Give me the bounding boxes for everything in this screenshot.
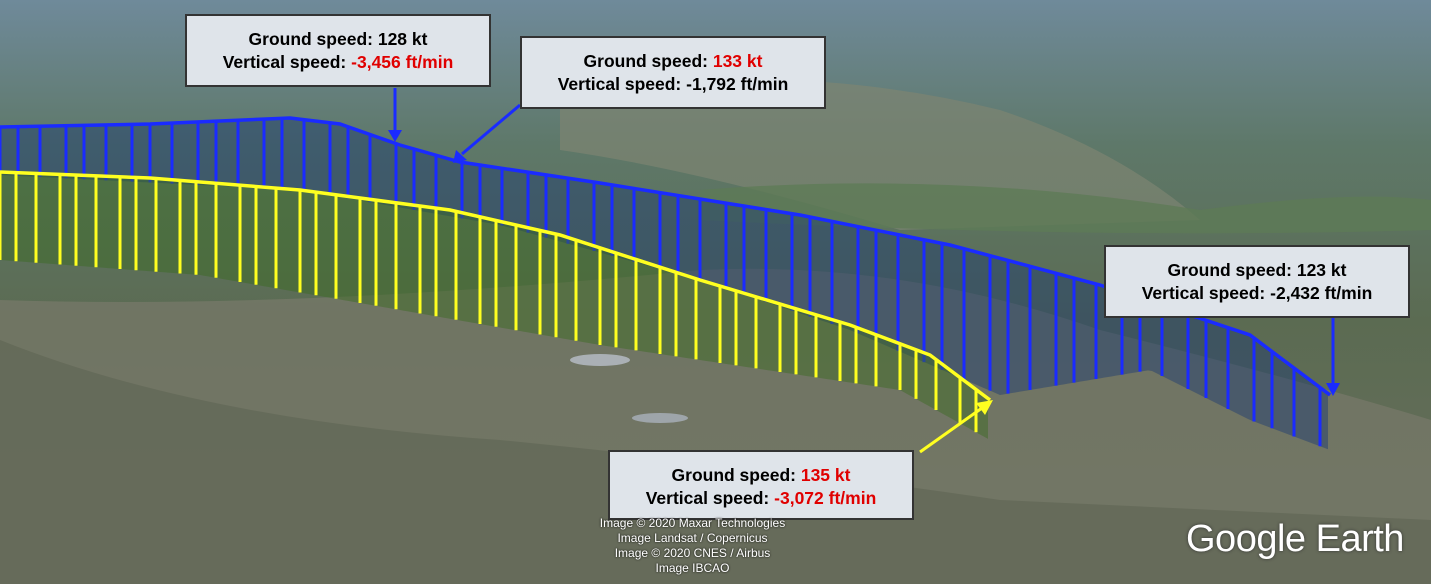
credit-line: Image © 2020 Maxar Technologies (599, 516, 786, 530)
label: Vertical speed: (1141, 283, 1266, 303)
callout: Ground speed: 133 kt Vertical speed: -1,7… (520, 36, 826, 109)
value: 133 kt (712, 51, 763, 71)
label: Vertical speed: (222, 52, 347, 72)
label: Ground speed: (248, 29, 373, 49)
arrow-head (1326, 383, 1340, 396)
value: 135 kt (800, 465, 851, 485)
curtain (0, 172, 988, 439)
callout-row: Ground speed: 135 kt (610, 464, 912, 487)
arrow-head (453, 150, 467, 163)
label: Vertical speed: (645, 488, 770, 508)
lake (570, 354, 630, 366)
label: Vertical speed: (557, 74, 682, 94)
valley (700, 183, 1431, 234)
callout-row: Vertical speed: -3,072 ft/min (610, 487, 912, 510)
hills (0, 340, 1431, 584)
credit-line: Image © 2020 CNES / Airbus (614, 546, 771, 560)
callout-row: Vertical speed: -2,432 ft/min (1106, 282, 1408, 305)
value: -2,432 ft/min (1270, 283, 1373, 303)
curtain (0, 118, 1328, 450)
arrows (388, 88, 1340, 454)
value: 123 kt (1296, 260, 1347, 280)
arrow-head (976, 400, 993, 415)
value: 128 kt (377, 29, 428, 49)
callout: Ground speed: 128 kt Vertical speed: -3,4… (185, 14, 491, 87)
callout-row: Ground speed: 128 kt (187, 28, 489, 51)
callout: Ground speed: 123 kt Vertical speed: -2,4… (1104, 245, 1410, 318)
value: -3,072 ft/min (774, 488, 877, 508)
logo: Google Earth (1186, 518, 1404, 560)
callout-row: Ground speed: 133 kt (522, 50, 824, 73)
value: -3,456 ft/min (351, 52, 454, 72)
value: -1,792 ft/min (686, 74, 789, 94)
label: Ground speed: (1167, 260, 1292, 280)
callout-row: Ground speed: 123 kt (1106, 259, 1408, 282)
credit-line: Image IBCAO (655, 561, 730, 575)
lake (632, 413, 688, 423)
callout-row: Vertical speed: -1,792 ft/min (522, 73, 824, 96)
credit-line: Image Landsat / Copernicus (617, 531, 768, 545)
callout: Ground speed: 135 kt Vertical speed: -3,0… (608, 450, 914, 520)
label: Ground speed: (583, 51, 708, 71)
credits: Image © 2020 Maxar Technologies Image Lan… (560, 516, 825, 576)
arrow-head (388, 130, 402, 142)
arrow (919, 406, 983, 454)
label: Ground speed: (671, 465, 796, 485)
track (0, 170, 992, 402)
callout-row: Vertical speed: -3,456 ft/min (187, 51, 489, 74)
arrow (461, 103, 521, 156)
flight-paths (0, 116, 1332, 450)
